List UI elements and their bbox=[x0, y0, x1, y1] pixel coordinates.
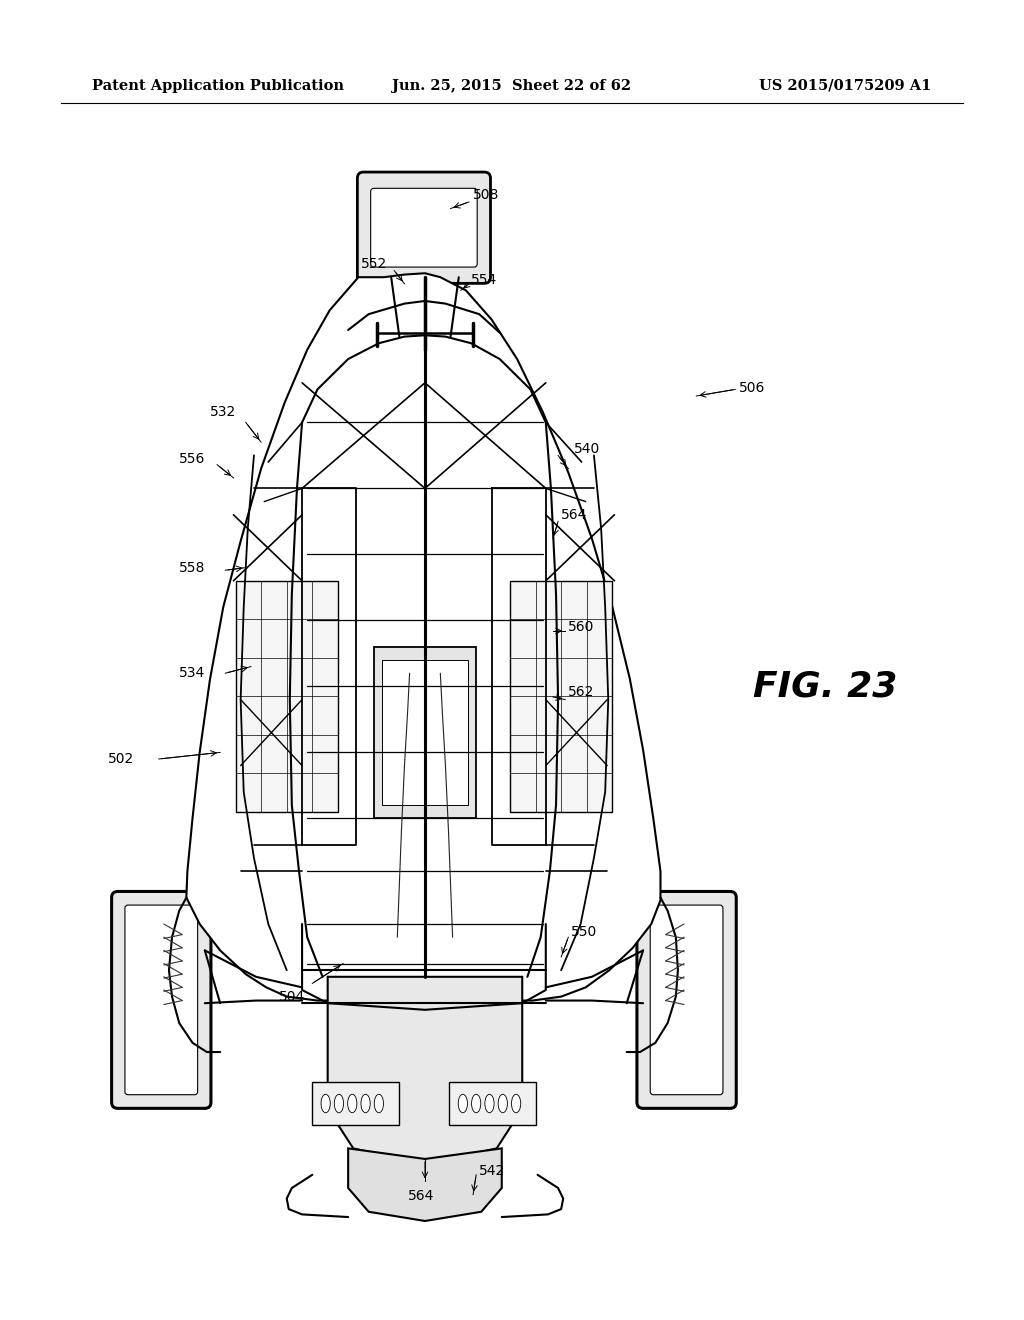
Text: 534: 534 bbox=[179, 667, 206, 680]
Bar bbox=[449, 1082, 536, 1125]
Text: 562: 562 bbox=[568, 685, 595, 698]
Bar bbox=[236, 581, 338, 812]
Text: 560: 560 bbox=[568, 620, 595, 634]
Text: Jun. 25, 2015  Sheet 22 of 62: Jun. 25, 2015 Sheet 22 of 62 bbox=[392, 79, 632, 92]
Text: 564: 564 bbox=[561, 508, 588, 521]
Polygon shape bbox=[328, 977, 522, 1164]
Text: 552: 552 bbox=[360, 257, 387, 271]
Text: 506: 506 bbox=[739, 381, 766, 395]
Text: 504: 504 bbox=[279, 990, 305, 1003]
Text: FIG. 23: FIG. 23 bbox=[753, 669, 897, 704]
FancyBboxPatch shape bbox=[650, 906, 723, 1094]
FancyBboxPatch shape bbox=[125, 906, 198, 1094]
Text: 540: 540 bbox=[573, 442, 600, 455]
Ellipse shape bbox=[459, 1094, 467, 1113]
Text: 550: 550 bbox=[571, 925, 598, 939]
Text: 508: 508 bbox=[473, 189, 500, 202]
Text: US 2015/0175209 A1: US 2015/0175209 A1 bbox=[760, 79, 932, 92]
FancyBboxPatch shape bbox=[357, 172, 490, 284]
Bar bbox=[510, 581, 612, 812]
Bar bbox=[374, 647, 476, 818]
Text: 556: 556 bbox=[179, 453, 206, 466]
Text: 542: 542 bbox=[479, 1164, 506, 1177]
Ellipse shape bbox=[360, 1094, 371, 1113]
Bar bbox=[312, 1082, 399, 1125]
Text: 564: 564 bbox=[408, 1189, 434, 1203]
Ellipse shape bbox=[512, 1094, 520, 1113]
Ellipse shape bbox=[334, 1094, 344, 1113]
Ellipse shape bbox=[471, 1094, 481, 1113]
Polygon shape bbox=[186, 273, 660, 1001]
Ellipse shape bbox=[498, 1094, 508, 1113]
FancyBboxPatch shape bbox=[371, 189, 477, 267]
Text: 532: 532 bbox=[210, 405, 237, 418]
Ellipse shape bbox=[348, 1094, 357, 1113]
FancyBboxPatch shape bbox=[637, 891, 736, 1109]
Text: 558: 558 bbox=[179, 561, 206, 574]
FancyBboxPatch shape bbox=[112, 891, 211, 1109]
Polygon shape bbox=[348, 1148, 502, 1221]
Ellipse shape bbox=[485, 1094, 495, 1113]
Ellipse shape bbox=[322, 1094, 330, 1113]
Bar bbox=[382, 660, 468, 805]
Text: 502: 502 bbox=[108, 752, 134, 766]
Text: Patent Application Publication: Patent Application Publication bbox=[92, 79, 344, 92]
Ellipse shape bbox=[374, 1094, 383, 1113]
Text: 554: 554 bbox=[471, 273, 498, 286]
